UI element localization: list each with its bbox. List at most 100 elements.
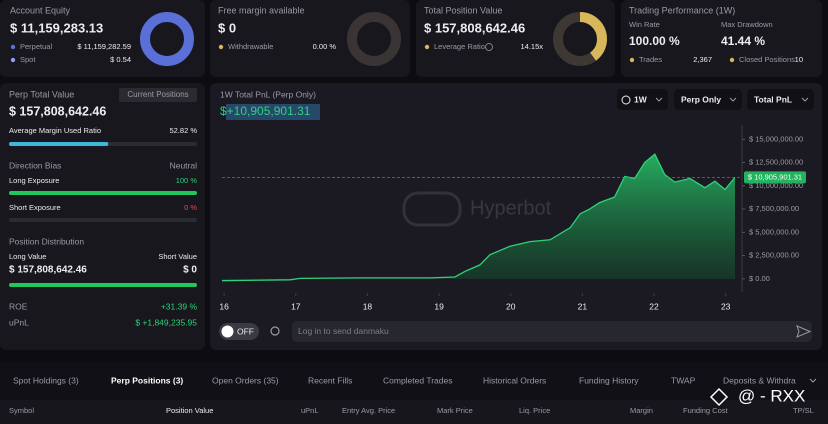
y-tick-label: $ 15,000,000.00 [749, 134, 803, 143]
legend-dot [10, 57, 16, 63]
dropdown-label[interactable]: Total PnL [754, 94, 792, 104]
tab[interactable]: Recent Fills [308, 375, 352, 385]
column-header[interactable]: Liq. Price [519, 406, 550, 415]
chevron [801, 97, 809, 102]
clock-icon [621, 95, 631, 105]
current-badge [744, 171, 806, 184]
settings-icon[interactable] [270, 326, 280, 336]
metric-value: $ +1,849,235.95 [135, 317, 197, 327]
button[interactable] [119, 88, 197, 102]
metric-label: Average Margin Used Ratio [9, 126, 101, 135]
x-tick-label: 17 [291, 301, 301, 311]
bar-track [9, 218, 197, 222]
dropdown[interactable] [747, 89, 814, 110]
chart-title: 1W Total PnL (Perp Only) [220, 89, 316, 99]
stat-value: 100.00 % [629, 34, 680, 48]
metric-label: ROE [9, 301, 28, 311]
tab[interactable]: Open Orders (35) [212, 375, 279, 385]
column-header[interactable]: Symbol [9, 406, 34, 415]
tab[interactable]: Funding History [579, 375, 639, 385]
card-panel [621, 0, 822, 77]
send-icon[interactable] [796, 325, 812, 338]
row-value: 2,367 [693, 55, 712, 64]
toggle-label[interactable]: OFF [237, 326, 254, 336]
dropdown-label[interactable]: 1W [634, 94, 648, 104]
tab[interactable]: Deposits & Withdra [723, 375, 796, 385]
legend-dot [10, 44, 16, 50]
row-value: 10 [795, 55, 803, 64]
logo-mark [402, 191, 462, 227]
metric-label: uPnL [9, 317, 29, 327]
column-header[interactable]: TP/SL [793, 406, 814, 415]
watermark: @ - RXX [738, 386, 805, 405]
row-label: Trades [639, 55, 662, 64]
row-value: 0.00 % [313, 42, 337, 51]
row-value: 14.15x [520, 42, 543, 51]
x-tick-label: 16 [219, 301, 229, 311]
metric-label: Position Distribution [9, 236, 84, 246]
column-header[interactable]: Entry Avg. Price [342, 406, 395, 415]
current-label: $ 10,905,901.31 [748, 172, 802, 181]
metric-value: Neutral [170, 160, 198, 170]
y-tick-label: $ 12,500,000.00 [749, 158, 803, 167]
column-header[interactable]: Margin [630, 406, 653, 415]
x-tick-label: 23 [721, 301, 731, 311]
column-header[interactable]: Position Value [166, 406, 213, 415]
metric-label: Short Value [158, 252, 197, 261]
metric-value: $ 0 [183, 265, 197, 276]
tab[interactable]: TWAP [671, 375, 696, 385]
card-value: $ 157,808,642.46 [424, 20, 525, 35]
input[interactable] [292, 321, 812, 342]
y-tick-label: $ 0.00 [749, 274, 770, 283]
metric-label: Short Exposure [9, 203, 61, 212]
area [222, 154, 735, 281]
metric-value: 52.82 % [169, 126, 197, 135]
y-tick-label: $ 10,000,000.00 [749, 181, 803, 190]
line [221, 153, 736, 282]
dropdown-label[interactable]: Perp Only [681, 94, 721, 104]
row-value: $ 11,159,282.59 [77, 42, 131, 51]
y-tick-label: $ 2,500,000.00 [749, 251, 799, 260]
tab[interactable]: Historical Orders [483, 375, 546, 385]
donut-arc [553, 12, 607, 66]
row-label: Spot [20, 55, 36, 64]
metric-value: 100 % [176, 176, 198, 185]
chart-panel [210, 83, 822, 350]
distribution-bar [9, 283, 197, 287]
tab[interactable]: Spot Holdings (3) [13, 375, 79, 385]
card-title: Account Equity [10, 5, 71, 15]
legend-dot [424, 44, 430, 50]
legend-dot [629, 57, 635, 63]
panel-title: Perp Total Value [9, 89, 74, 99]
row-label: Withdrawable [228, 42, 273, 51]
highlight [226, 104, 320, 120]
tab[interactable]: Perp Positions (3) [111, 375, 183, 385]
button-label[interactable]: Current Positions [127, 90, 188, 99]
row-label: Closed Positions [739, 55, 795, 64]
dropdown[interactable] [674, 89, 742, 110]
bar [9, 191, 197, 195]
tab[interactable]: Completed Trades [383, 375, 452, 385]
column-header[interactable]: Mark Price [437, 406, 473, 415]
chart-headline: $+10,905,901.31 [220, 104, 311, 118]
x-tick-label: 19 [434, 301, 444, 311]
logo-watermark: Hyperbot [470, 197, 552, 219]
row-label: Leverage Ratio [434, 42, 485, 51]
chevron [729, 97, 737, 102]
legend-dot [729, 57, 735, 63]
row-value: $ 0.54 [110, 55, 131, 64]
card-title: Free margin available [218, 5, 305, 15]
donut [347, 12, 401, 66]
dropdown[interactable] [617, 89, 668, 110]
x-tick-label: 22 [649, 301, 659, 311]
column-header[interactable]: Funding Cost [683, 406, 729, 415]
card-value: $ 0 [218, 20, 236, 35]
input-placeholder[interactable]: Log in to send danmaku [298, 326, 389, 336]
donut [140, 12, 194, 66]
panel-value: $ 157,808,642.46 [9, 104, 106, 118]
help-icon [485, 43, 493, 51]
column-header[interactable]: uPnL [301, 406, 319, 415]
chevron [655, 97, 663, 102]
